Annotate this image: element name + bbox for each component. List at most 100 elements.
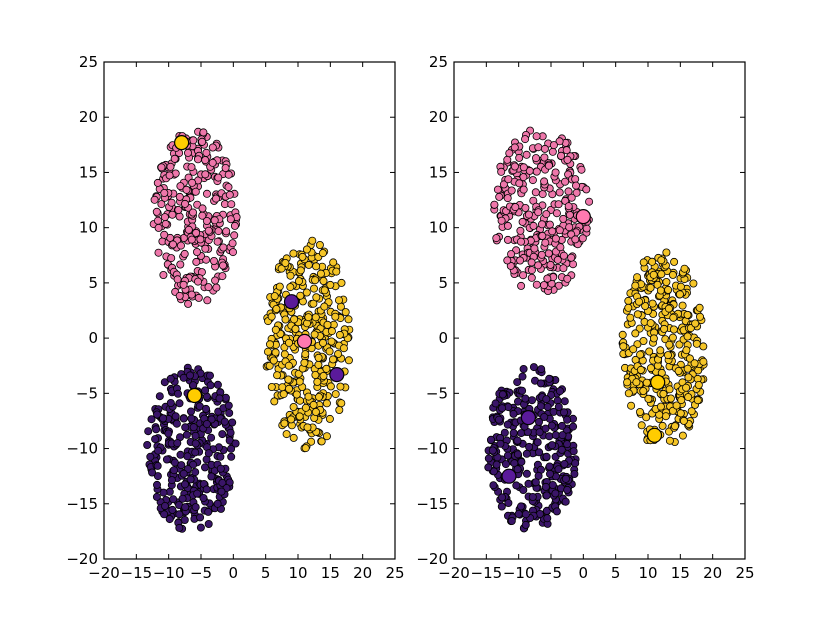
scatter-point-pink	[202, 216, 211, 225]
scatter-point-yellow	[664, 304, 673, 313]
scatter-point-yellow	[309, 284, 318, 293]
scatter-point-yellow	[284, 384, 293, 393]
scatter-point-purple	[189, 381, 198, 390]
scatter-point-yellow	[316, 269, 325, 278]
scatter-point-pink	[553, 255, 562, 264]
scatter-point-pink	[503, 256, 512, 265]
scatter-point-purple	[535, 448, 544, 457]
scatter-point-pink	[167, 198, 176, 207]
scatter-point-purple	[547, 421, 556, 430]
scatter-point-yellow	[309, 400, 318, 409]
scatter-point-purple	[148, 468, 157, 477]
scatter-point-purple	[153, 410, 162, 419]
scatter-point-pink	[519, 185, 528, 194]
scatter-point-yellow	[633, 310, 642, 319]
left-scatter-panel: −20 −15 −10 −5 0 5 10 15 20 25−20−15−10−505101520…	[66, 53, 404, 582]
scatter-point-pink	[530, 244, 539, 253]
scatter-point-pink	[188, 208, 197, 217]
scatter-point-purple	[189, 423, 198, 432]
scatter-point-pink	[543, 274, 552, 283]
scatter-point-purple	[507, 517, 516, 526]
scatter-point-purple	[169, 466, 178, 475]
scatter-point-yellow	[282, 430, 291, 439]
scatter-point-purple	[491, 399, 500, 408]
scatter-point-yellow	[292, 390, 301, 399]
scatter-point-yellow	[291, 324, 300, 333]
scatter-point-yellow	[649, 270, 658, 279]
scatter-point-pink	[551, 168, 560, 177]
y-tick-label: 0	[88, 329, 98, 347]
scatter-point-purple	[556, 387, 565, 396]
scatter-point-purple	[517, 429, 526, 438]
scatter-point-pink	[510, 143, 519, 152]
scatter-point-yellow	[286, 283, 295, 292]
scatter-point-yellow	[318, 249, 327, 258]
scatter-point-pink	[551, 234, 560, 243]
scatter-point-pink	[153, 178, 162, 187]
scatter-point-yellow	[676, 409, 685, 418]
scatter-point-pink	[492, 234, 501, 243]
scatter-point-yellow	[618, 330, 627, 339]
scatter-point-purple	[220, 417, 229, 426]
scatter-point-pink	[165, 171, 174, 180]
scatter-point-pink	[497, 216, 506, 225]
scatter-point-yellow	[655, 410, 664, 419]
highlight-point	[501, 468, 517, 484]
scatter-point-pink	[548, 227, 557, 236]
scatter-point-pink	[187, 235, 196, 244]
scatter-point-yellow	[326, 382, 335, 391]
x-tick-label: −10	[153, 564, 185, 582]
scatter-point-pink	[224, 170, 233, 179]
scatter-point-pink	[511, 203, 520, 212]
scatter-point-yellow	[648, 257, 657, 266]
scatter-point-pink	[173, 275, 182, 284]
scatter-point-yellow	[296, 291, 305, 300]
scatter-point-yellow	[679, 416, 688, 425]
scatter-point-pink	[527, 266, 536, 275]
axes-frame	[453, 61, 746, 560]
scatter-point-purple	[152, 425, 161, 434]
scatter-point-purple	[548, 480, 557, 489]
scatter-point-purple	[191, 468, 200, 477]
scatter-point-yellow	[272, 304, 281, 313]
scatter-point-yellow	[668, 270, 677, 279]
scatter-point-yellow	[662, 248, 671, 257]
scatter-point-purple	[521, 510, 530, 519]
scatter-point-pink	[189, 136, 198, 145]
scatter-point-yellow	[656, 346, 665, 355]
scatter-point-purple	[204, 520, 213, 529]
scatter-point-pink	[555, 226, 564, 235]
scatter-point-yellow	[682, 383, 691, 392]
y-tick-label: 25	[79, 53, 98, 71]
scatter-point-yellow	[275, 282, 284, 291]
scatter-point-yellow	[629, 345, 638, 354]
x-tick-label: −20	[438, 564, 470, 582]
scatter-point-pink	[569, 260, 578, 269]
scatter-point-purple	[484, 454, 493, 463]
scatter-point-yellow	[685, 354, 694, 363]
scatter-point-pink	[538, 190, 547, 199]
scatter-point-yellow	[325, 414, 334, 423]
scatter-point-purple	[152, 492, 161, 501]
scatter-point-yellow	[335, 405, 344, 414]
scatter-point-purple	[196, 513, 205, 522]
scatter-point-yellow	[326, 280, 335, 289]
scatter-point-purple	[227, 444, 236, 453]
scatter-point-yellow	[657, 256, 666, 265]
scatter-point-yellow	[344, 356, 353, 365]
scatter-point-yellow	[320, 286, 329, 295]
scatter-point-pink	[503, 194, 512, 203]
scatter-point-purple	[563, 415, 572, 424]
scatter-point-pink	[213, 237, 222, 246]
scatter-point-yellow	[313, 377, 322, 386]
scatter-point-pink	[559, 251, 568, 260]
scatter-point-purple	[205, 371, 214, 380]
scatter-point-yellow	[317, 437, 326, 446]
scatter-point-purple	[569, 422, 578, 431]
scatter-point-pink	[198, 204, 207, 213]
scatter-point-purple	[187, 414, 196, 423]
scatter-point-yellow	[665, 385, 674, 394]
scatter-point-purple	[545, 432, 554, 441]
scatter-point-purple	[503, 420, 512, 429]
scatter-point-pink	[585, 197, 594, 206]
